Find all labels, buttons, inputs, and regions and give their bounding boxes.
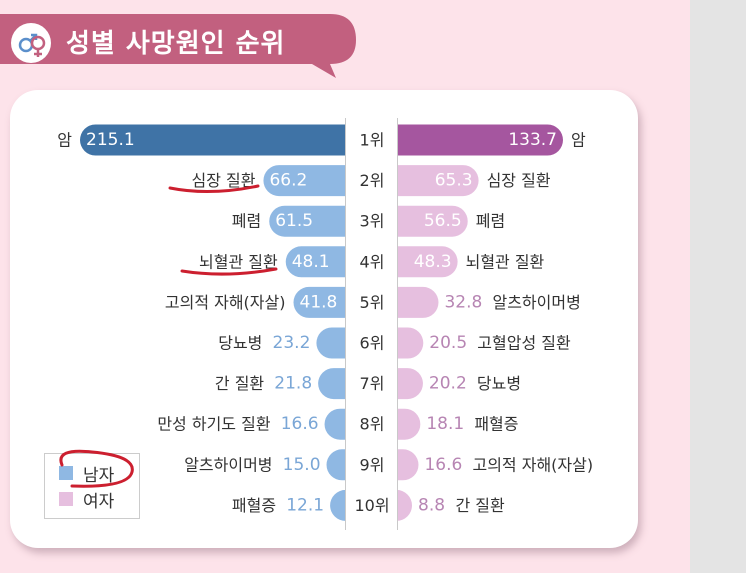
chart: 1위 215.1 암 133.7 암 2위 66.2 심장 질환 65.3 심장 질환 3위 61.5… — [57, 118, 593, 530]
female-category-label: 심장 질환 — [487, 171, 551, 190]
female-category-label: 고혈압성 질환 — [477, 334, 571, 353]
female-category-label: 고의적 자해(자살) — [472, 455, 593, 474]
gender-symbol-icon — [11, 23, 51, 63]
male-category-label: 당뇨병 — [218, 334, 262, 353]
male-bar — [318, 368, 345, 400]
title-ribbon: 성별 사망원인 순위 — [0, 10, 360, 80]
female-category-label: 간 질환 — [456, 496, 506, 515]
female-category-label: 암 — [571, 131, 586, 150]
male-category-label: 암 — [57, 131, 72, 150]
title-ribbon-shape — [0, 14, 356, 78]
female-bar — [398, 327, 424, 359]
female-category-label: 패혈증 — [474, 415, 518, 434]
rank-label: 6위 — [360, 334, 385, 353]
rank-label: 3위 — [360, 212, 385, 231]
male-value-label: 48.1 — [292, 252, 330, 272]
rank-label: 4위 — [360, 252, 385, 271]
male-value-label: 12.1 — [286, 495, 324, 515]
female-value-label: 56.5 — [424, 211, 462, 231]
female-category-label: 당뇨병 — [477, 374, 521, 393]
legend-swatch-male — [59, 466, 73, 480]
male-value-label: 66.2 — [269, 171, 307, 191]
male-category-label: 뇌혈관 질환 — [199, 252, 278, 271]
rank-label: 1위 — [360, 131, 385, 150]
female-value-label: 8.8 — [418, 495, 445, 515]
rank-label: 2위 — [360, 171, 385, 190]
male-value-label: 16.6 — [281, 414, 319, 434]
rank-label: 10위 — [354, 496, 389, 515]
male-category-label: 고의적 자해(자살) — [165, 293, 286, 312]
female-bar — [398, 205, 468, 237]
male-category-label: 간 질환 — [215, 374, 265, 393]
female-bar — [396, 489, 412, 521]
male-category-label: 폐렴 — [232, 212, 261, 231]
male-bar — [80, 124, 345, 156]
female-value-label: 20.2 — [429, 374, 467, 394]
rank-label: 5위 — [360, 293, 385, 312]
female-value-label: 133.7 — [508, 130, 557, 150]
female-bar — [398, 124, 563, 156]
male-bar — [316, 327, 345, 359]
male-category-label: 패혈증 — [232, 496, 276, 515]
female-value-label: 20.5 — [429, 333, 467, 353]
male-value-label: 41.8 — [300, 292, 338, 312]
female-value-label: 48.3 — [414, 252, 452, 272]
male-value-label: 215.1 — [86, 130, 135, 150]
male-value-label: 23.2 — [273, 333, 311, 353]
page-title: 성별 사망원인 순위 — [66, 29, 286, 59]
male-bar — [330, 489, 346, 521]
female-bar — [398, 449, 419, 481]
male-bar — [293, 286, 345, 318]
female-value-label: 65.3 — [435, 171, 473, 191]
male-bar — [285, 246, 345, 278]
male-value-label: 61.5 — [275, 211, 313, 231]
legend-label-male: 남자 — [83, 466, 115, 486]
female-category-label: 뇌혈관 질환 — [466, 252, 545, 271]
male-bar — [326, 449, 345, 481]
male-category-label: 심장 질환 — [191, 171, 255, 190]
male-value-label: 15.0 — [283, 455, 321, 475]
female-category-label: 폐렴 — [476, 212, 505, 231]
female-value-label: 32.8 — [444, 292, 482, 312]
chart-card: 1위 215.1 암 133.7 암 2위 66.2 심장 질환 65.3 심장 질환 3위 61.5… — [10, 90, 638, 548]
female-bar — [398, 246, 458, 278]
male-bar — [263, 165, 345, 197]
female-bar — [398, 286, 439, 318]
female-value-label: 18.1 — [426, 414, 464, 434]
male-value-label: 21.8 — [274, 374, 312, 394]
female-bar — [398, 368, 423, 400]
female-bar — [398, 165, 479, 197]
male-bar — [324, 408, 345, 440]
legend: 남자 여자 — [44, 453, 140, 519]
female-value-label: 16.6 — [424, 455, 462, 475]
rank-label: 8위 — [360, 415, 385, 434]
male-category-label: 만성 하기도 질환 — [157, 415, 270, 434]
legend-label-female: 여자 — [83, 492, 115, 512]
rank-label: 7위 — [360, 374, 385, 393]
male-category-label: 알츠하이머병 — [184, 455, 272, 474]
rank-label: 9위 — [360, 455, 385, 474]
legend-swatch-female — [59, 492, 73, 506]
male-bar — [269, 205, 345, 237]
female-category-label: 알츠하이머병 — [492, 293, 580, 312]
female-bar — [398, 408, 421, 440]
side-panel — [690, 0, 746, 573]
